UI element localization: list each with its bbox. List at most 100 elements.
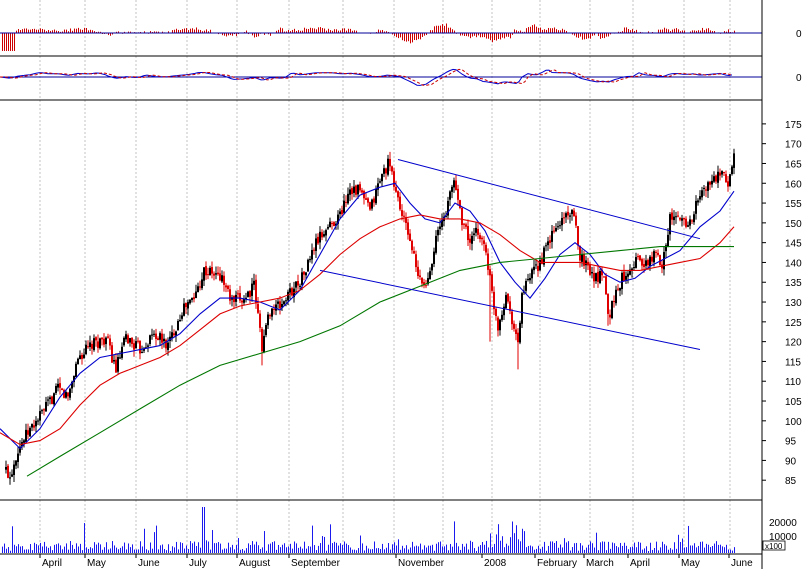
price-bar — [623, 264, 625, 282]
histogram-bar — [442, 24, 443, 33]
volume-bar — [260, 549, 261, 553]
histogram-bar — [184, 28, 185, 33]
price-bar — [431, 263, 433, 276]
histogram-bar — [538, 27, 539, 33]
volume-bar — [674, 542, 675, 553]
histogram-bar — [380, 30, 381, 33]
price-bar — [53, 392, 55, 408]
volume-bar — [88, 548, 89, 553]
price-bar — [159, 331, 161, 346]
volume-bar — [628, 549, 629, 553]
histogram-bar — [34, 28, 35, 33]
volume-bar — [546, 550, 547, 553]
volume-bar — [54, 544, 55, 553]
x-tick-label-8: February — [537, 558, 577, 569]
volume-bar — [38, 545, 39, 553]
volume-bar — [680, 541, 681, 553]
volume-bar — [528, 545, 529, 553]
price-bar — [243, 295, 245, 306]
histogram-bar — [286, 31, 287, 33]
histogram-bar — [156, 31, 157, 33]
volume-bar — [306, 548, 307, 553]
histogram-bar — [186, 28, 187, 33]
histogram-bar — [24, 28, 25, 33]
histogram-bar — [486, 33, 487, 39]
volume-bar — [270, 543, 271, 553]
price-bar — [307, 258, 309, 272]
histogram-bar — [296, 31, 297, 33]
volume-bar — [712, 545, 713, 553]
volume-bar — [58, 543, 59, 553]
volume-bar — [150, 542, 151, 553]
volume-bar — [702, 541, 703, 553]
y-tick-label-95: 95 — [785, 437, 797, 448]
histogram-bar — [454, 30, 455, 33]
histogram-bar — [308, 28, 309, 33]
volume-bar — [698, 545, 699, 553]
volume-bar — [650, 542, 651, 553]
volume-bar — [468, 549, 469, 553]
histogram-bar — [434, 26, 435, 33]
histogram-bar — [294, 28, 295, 33]
price-bar — [113, 354, 115, 365]
vertical-gridlines — [39, 0, 731, 554]
price-bar — [509, 296, 511, 315]
histogram-bar — [498, 33, 499, 39]
volume-bar — [524, 531, 525, 553]
price-bar — [497, 315, 499, 337]
price-bar — [485, 242, 487, 256]
price-bar — [49, 395, 51, 405]
price-bar — [639, 255, 641, 262]
price-bar — [379, 178, 381, 184]
histogram-bar — [724, 31, 725, 33]
price-bar — [155, 328, 157, 346]
price-bar — [95, 336, 97, 347]
price-bar — [483, 236, 485, 251]
volume-bar — [658, 550, 659, 553]
histogram-bar — [560, 30, 561, 33]
volume-bar — [90, 547, 91, 553]
volume-bar — [390, 549, 391, 553]
volume-bar — [138, 549, 139, 553]
volume-bar — [466, 543, 467, 553]
volume-bar — [92, 548, 93, 553]
price-bar — [311, 243, 313, 264]
price-bar — [467, 219, 469, 246]
volume-bar — [266, 550, 267, 553]
volume-bar — [490, 533, 491, 553]
histogram-bar — [188, 30, 189, 33]
price-bar — [729, 174, 731, 188]
volume-bar — [244, 550, 245, 553]
volume-bar — [28, 549, 29, 553]
price-bar — [329, 217, 331, 228]
volume-bar — [48, 547, 49, 553]
volume-bars — [2, 507, 735, 553]
volume-bar — [284, 543, 285, 553]
price-bar — [437, 226, 439, 242]
volume-bar — [178, 549, 179, 553]
histogram-bar — [660, 29, 661, 33]
price-bar — [705, 186, 707, 198]
histogram-bar — [680, 31, 681, 33]
price-bar — [5, 460, 7, 474]
volume-bar — [460, 549, 461, 553]
price-bar — [517, 328, 519, 370]
price-bar — [663, 246, 665, 276]
histogram-bar — [174, 29, 175, 33]
volume-bar — [246, 548, 247, 553]
histogram-bar — [6, 33, 7, 51]
y-tick-label-130: 130 — [785, 298, 802, 309]
histogram-bar — [466, 33, 467, 37]
volume-bar — [414, 546, 415, 553]
volume-bar — [82, 550, 83, 553]
price-bar — [557, 221, 559, 230]
histogram-bar — [232, 33, 233, 36]
channel-line-0 — [397, 159, 701, 240]
histogram-bar — [394, 33, 395, 36]
volume-bar — [294, 541, 295, 553]
volume-bar — [532, 546, 533, 553]
histogram-bar — [200, 29, 201, 33]
histogram-bar — [420, 33, 421, 40]
histogram-bar — [318, 27, 319, 33]
histogram-bar — [712, 31, 713, 33]
